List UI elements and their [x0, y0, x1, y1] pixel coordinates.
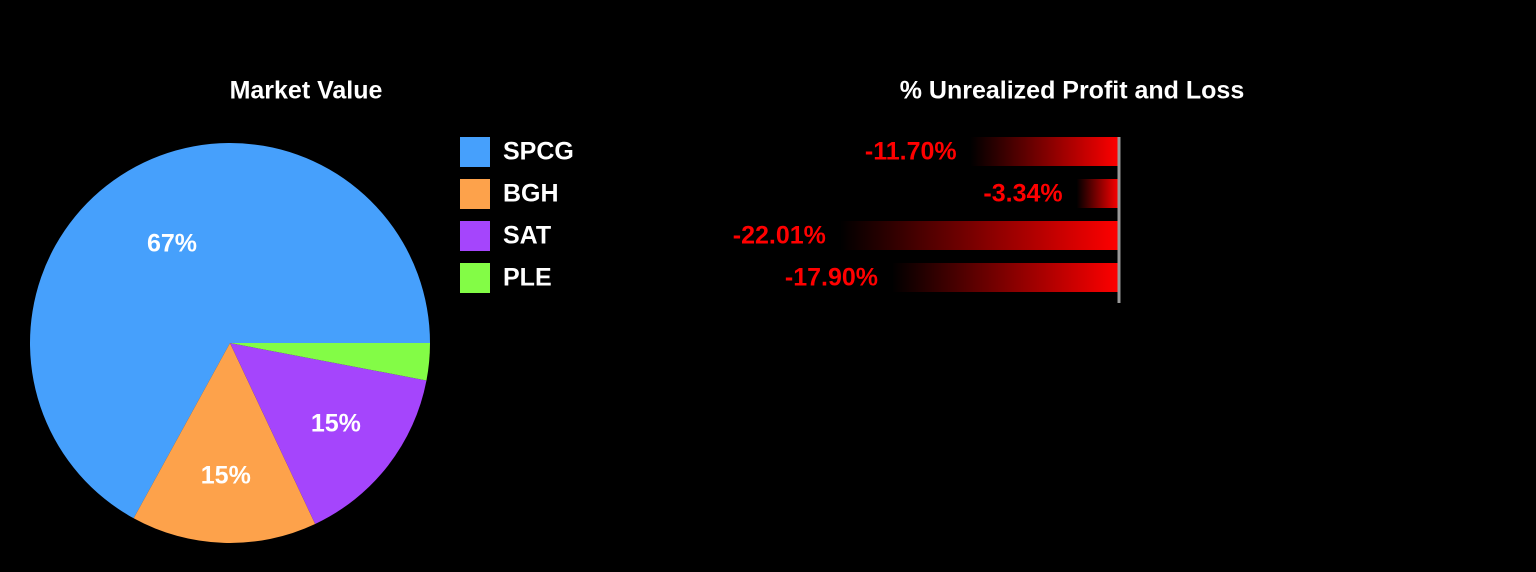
- pie-slice: [133, 343, 316, 543]
- data-label: 67%: [147, 229, 197, 257]
- bar: [892, 263, 1119, 292]
- data-label: 15%: [311, 410, 361, 438]
- legend-swatch: [460, 179, 490, 209]
- legend-label: PLE: [503, 264, 552, 292]
- chart-title: % Unrealized Profit and Loss: [900, 77, 1245, 105]
- chart-title: Market Value: [230, 77, 383, 105]
- legend-swatch: [460, 263, 490, 293]
- pie-slice: [230, 343, 430, 381]
- data-label: -11.70%: [865, 138, 957, 166]
- legend-swatch: [460, 137, 490, 167]
- legend-swatch: [460, 221, 490, 251]
- data-label: -17.90%: [785, 264, 878, 292]
- legend-label: SPCG: [503, 138, 574, 166]
- data-label: 15%: [201, 462, 251, 490]
- bar: [839, 221, 1119, 250]
- legend-label: BGH: [503, 180, 559, 208]
- bar: [970, 137, 1119, 166]
- pie-slice: [29, 143, 431, 519]
- data-label: -3.34%: [983, 180, 1062, 208]
- legend-label: SAT: [503, 222, 551, 250]
- data-label: -22.01%: [733, 222, 826, 250]
- pie-slice: [230, 343, 427, 524]
- bar: [1076, 179, 1119, 208]
